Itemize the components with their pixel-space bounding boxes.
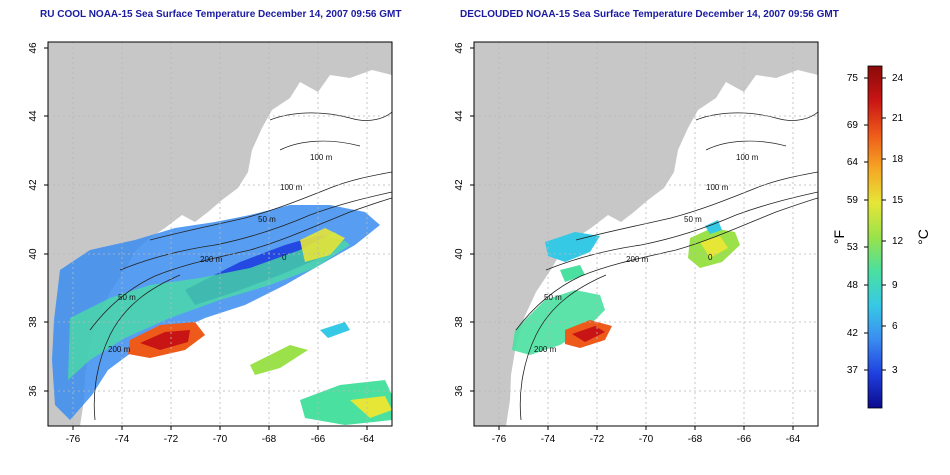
- right-lat-tick: 42: [454, 179, 465, 191]
- colorbar-c-tick: 21: [892, 113, 904, 124]
- left-lat-tick: 42: [28, 179, 39, 191]
- right-contour-label: 50 m: [544, 293, 562, 302]
- left-lat-tick: 36: [28, 385, 39, 397]
- left-contour-label: 200 m: [108, 345, 131, 354]
- right-contour-label: 100 m: [706, 183, 729, 192]
- left-land-mass: [48, 42, 392, 426]
- right-lon-tick: -74: [541, 434, 556, 445]
- colorbar-c-tick: 24: [892, 73, 904, 84]
- colorbar-f-unit: °F: [831, 230, 847, 244]
- left-sst-yellow-zone: [300, 228, 345, 262]
- right-sst-shelf-patch: [512, 290, 605, 355]
- right-map: 100 m 100 m 50 m 200 m 0 50 m 200 m -76 …: [454, 41, 819, 445]
- right-contour-label: 100 m: [736, 153, 759, 162]
- left-lon-tick: -64: [360, 434, 375, 445]
- left-sst-green-zone: [68, 232, 350, 380]
- left-contour-label: 50 m: [258, 215, 276, 224]
- right-lon-tick: -64: [786, 434, 801, 445]
- left-sst-south-streak: [250, 345, 308, 375]
- right-lat-tick: 46: [454, 42, 465, 54]
- right-contour-label: 200 m: [626, 255, 649, 264]
- left-lon-tick: -66: [311, 434, 326, 445]
- colorbar-f-tick: 59: [847, 195, 859, 206]
- right-lon-tick: -68: [688, 434, 703, 445]
- colorbar-f-tick: 48: [847, 280, 859, 291]
- right-contour-label: 200 m: [534, 345, 557, 354]
- colorbar-c-tick: 15: [892, 195, 904, 206]
- left-lat-tick: 38: [28, 316, 39, 328]
- left-lat-tick: 40: [28, 248, 39, 260]
- left-contour-label: 50 m: [118, 293, 136, 302]
- right-lon-tick: -72: [590, 434, 605, 445]
- right-lat-tick: 36: [454, 385, 465, 397]
- left-map-title: RU COOL NOAA-15 Sea Surface Temperature …: [40, 9, 402, 20]
- left-contour-label: 100 m: [280, 183, 303, 192]
- colorbar-f-tick: 64: [847, 157, 859, 168]
- right-lon-tick: -66: [737, 434, 752, 445]
- right-lat-tick: 38: [454, 316, 465, 328]
- left-lon-tick: -76: [66, 434, 81, 445]
- colorbar-f-tick: 42: [847, 328, 859, 339]
- right-lon-tick: -70: [639, 434, 654, 445]
- right-map-title: DECLOUDED NOAA-15 Sea Surface Temperatur…: [460, 9, 839, 20]
- left-contour-label: 200 m: [200, 255, 223, 264]
- left-lat-tick: 46: [28, 42, 39, 54]
- left-contour-label: 100 m: [310, 153, 333, 162]
- colorbar-gradient: [867, 65, 883, 409]
- right-lat-tick: 40: [454, 248, 465, 260]
- right-contour-label: 50 m: [684, 215, 702, 224]
- colorbar-f-tick: 75: [847, 73, 859, 84]
- left-contour-label: 0: [282, 253, 287, 262]
- right-lon-tick: -76: [492, 434, 507, 445]
- right-sst-north-patch: [545, 232, 600, 262]
- colorbar-f-tick: 69: [847, 120, 859, 131]
- right-land-mass: [474, 42, 818, 426]
- colorbar-c-tick: 6: [892, 321, 898, 332]
- colorbar-c-tick: 3: [892, 365, 898, 376]
- right-contour-label: 0: [708, 253, 713, 262]
- colorbar-f-tick: 37: [847, 365, 859, 376]
- left-lat-tick: 44: [28, 110, 39, 122]
- left-lon-tick: -72: [164, 434, 179, 445]
- colorbar-c-tick: 18: [892, 154, 904, 165]
- right-lat-tick: 44: [454, 110, 465, 122]
- left-lon-tick: -68: [262, 434, 277, 445]
- colorbar-c-tick: 9: [892, 280, 898, 291]
- colorbar-c-unit: °C: [915, 229, 931, 245]
- colorbar-c-tick: 12: [892, 236, 904, 247]
- left-map: 100 m 100 m 50 m 200 m 0 50 m 200 m -76 …: [28, 41, 393, 445]
- left-lon-tick: -70: [213, 434, 228, 445]
- colorbar: 75 69 64 59 53 48 42 37 24 21 18 15 12 9…: [831, 65, 931, 409]
- left-lon-tick: -74: [115, 434, 130, 445]
- colorbar-f-tick: 53: [847, 242, 859, 253]
